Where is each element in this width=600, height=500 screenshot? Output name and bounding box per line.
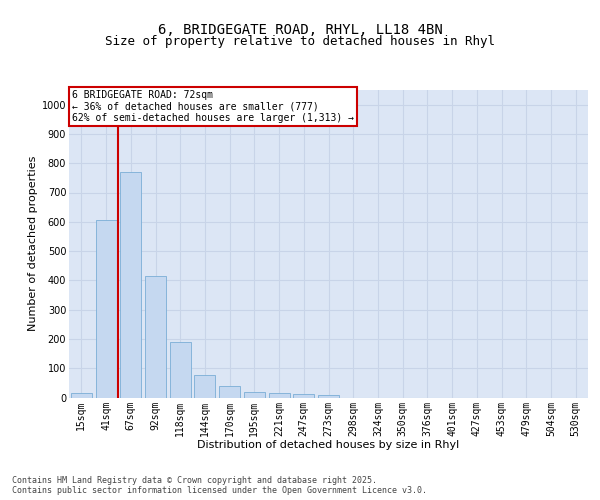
X-axis label: Distribution of detached houses by size in Rhyl: Distribution of detached houses by size … [197, 440, 460, 450]
Bar [219, 386, 240, 398]
Bar [318, 394, 339, 398]
Bar [71, 394, 92, 398]
Bar [145, 276, 166, 398]
Bar [120, 172, 141, 398]
Bar [269, 393, 290, 398]
Text: 6, BRIDGEGATE ROAD, RHYL, LL18 4BN: 6, BRIDGEGATE ROAD, RHYL, LL18 4BN [158, 22, 442, 36]
Y-axis label: Number of detached properties: Number of detached properties [28, 156, 38, 332]
Bar [170, 342, 191, 398]
Text: Size of property relative to detached houses in Rhyl: Size of property relative to detached ho… [105, 35, 495, 48]
Text: Contains HM Land Registry data © Crown copyright and database right 2025.
Contai: Contains HM Land Registry data © Crown c… [12, 476, 427, 495]
Bar [293, 394, 314, 398]
Bar [244, 392, 265, 398]
Text: 6 BRIDGEGATE ROAD: 72sqm
← 36% of detached houses are smaller (777)
62% of semi-: 6 BRIDGEGATE ROAD: 72sqm ← 36% of detach… [71, 90, 353, 123]
Bar [95, 220, 116, 398]
Bar [194, 374, 215, 398]
